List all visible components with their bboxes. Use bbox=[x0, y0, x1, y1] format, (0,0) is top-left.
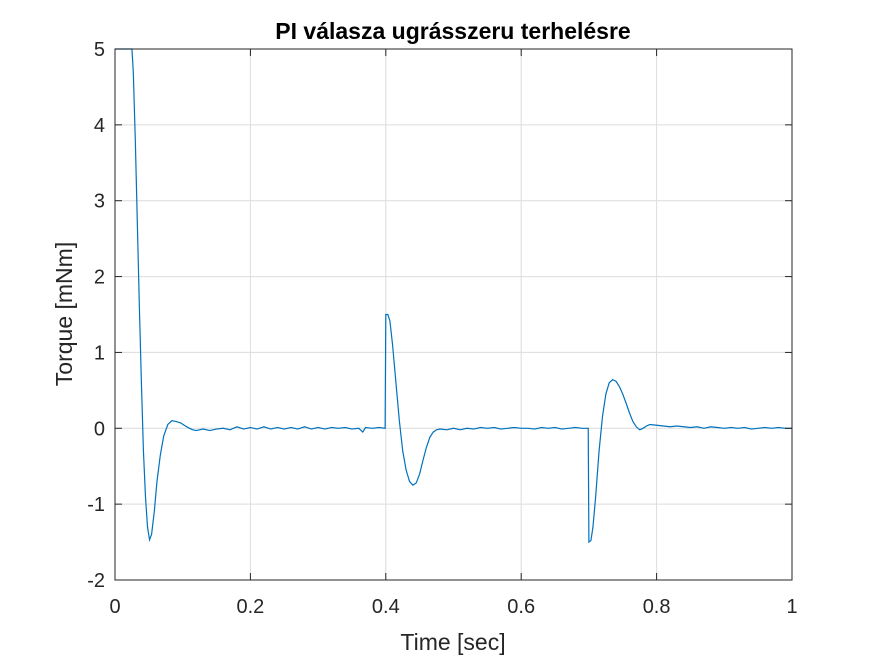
y-tick-label: -1 bbox=[87, 494, 105, 516]
x-tick-label: 1 bbox=[786, 596, 797, 618]
axes-box bbox=[114, 48, 793, 581]
y-tick-label: 1 bbox=[94, 342, 105, 364]
y-tick-label: 0 bbox=[94, 418, 105, 440]
y-tick-label: 3 bbox=[94, 191, 105, 213]
y-tick-label: 5 bbox=[94, 39, 105, 61]
y-tick-label: 4 bbox=[94, 115, 105, 137]
x-tick-label: 0.8 bbox=[643, 596, 671, 618]
x-tick-label: 0.4 bbox=[372, 596, 400, 618]
x-tick-label: 0 bbox=[109, 596, 120, 618]
y-tick-labels: -2 -1 0 1 2 3 4 5 bbox=[87, 39, 105, 592]
x-tick-label: 0.6 bbox=[507, 596, 535, 618]
y-tick-label: 2 bbox=[94, 267, 105, 289]
x-axis-title: Time [sec] bbox=[400, 629, 505, 655]
x-tick-label: 0.2 bbox=[236, 596, 264, 618]
x-tick-labels: 0 0.2 0.4 0.6 0.8 1 bbox=[109, 596, 797, 618]
y-tick-label: -2 bbox=[87, 570, 105, 592]
chart-title: PI válasza ugrásszeru terhelésre bbox=[275, 18, 630, 44]
tick-marks bbox=[114, 48, 793, 581]
y-axis-title: Torque [mNm] bbox=[51, 242, 77, 386]
plot-background bbox=[115, 49, 792, 580]
series-line bbox=[115, 48, 792, 544]
